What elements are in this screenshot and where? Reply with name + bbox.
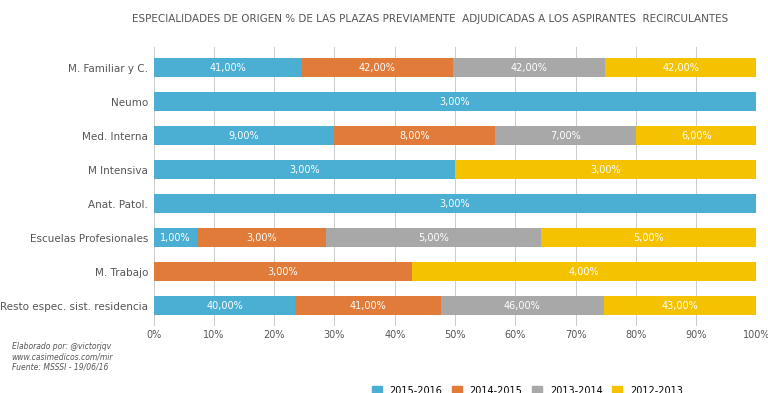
Text: 9,00%: 9,00% — [229, 130, 260, 141]
Bar — [412, 263, 756, 281]
Text: 42,00%: 42,00% — [359, 62, 396, 73]
Bar — [154, 263, 412, 281]
Text: 3,00%: 3,00% — [440, 97, 470, 107]
Text: 5,00%: 5,00% — [634, 233, 664, 243]
Text: 42,00%: 42,00% — [662, 62, 699, 73]
Text: 46,00%: 46,00% — [504, 301, 541, 311]
Bar — [154, 160, 455, 179]
Bar — [334, 126, 495, 145]
Legend: 2015-2016, 2014-2015, 2013-2014, 2012-2013: 2015-2016, 2014-2015, 2013-2014, 2012-20… — [368, 382, 687, 393]
Text: 42,00%: 42,00% — [511, 62, 548, 73]
Bar — [154, 58, 302, 77]
Bar — [453, 58, 605, 77]
Text: 3,00%: 3,00% — [267, 267, 298, 277]
Bar — [326, 228, 541, 247]
Bar — [154, 228, 197, 247]
Bar — [302, 58, 453, 77]
Text: 7,00%: 7,00% — [550, 130, 581, 141]
Text: 41,00%: 41,00% — [209, 62, 246, 73]
Text: 3,00%: 3,00% — [246, 233, 276, 243]
Bar — [197, 228, 326, 247]
Bar — [154, 194, 756, 213]
Bar — [296, 296, 441, 315]
Text: 3,00%: 3,00% — [440, 199, 470, 209]
Text: 6,00%: 6,00% — [681, 130, 711, 141]
Text: 1,00%: 1,00% — [160, 233, 190, 243]
Bar — [541, 228, 756, 247]
Text: 41,00%: 41,00% — [349, 301, 386, 311]
Text: 40,00%: 40,00% — [206, 301, 243, 311]
Bar — [604, 296, 756, 315]
Text: 3,00%: 3,00% — [591, 165, 621, 174]
Text: 43,00%: 43,00% — [662, 301, 699, 311]
Text: 3,00%: 3,00% — [289, 165, 319, 174]
Text: ESPECIALIDADES DE ORIGEN % DE LAS PLAZAS PREVIAMENTE  ADJUDICADAS A LOS ASPIRANT: ESPECIALIDADES DE ORIGEN % DE LAS PLAZAS… — [132, 14, 728, 24]
Bar — [154, 92, 756, 111]
Bar — [154, 296, 296, 315]
Text: 4,00%: 4,00% — [569, 267, 600, 277]
Text: 8,00%: 8,00% — [399, 130, 430, 141]
Bar — [455, 160, 756, 179]
Bar — [605, 58, 756, 77]
Bar — [636, 126, 756, 145]
Text: Elaborado por: @victorjqv
www.casimedicos.com/mir
Fuente: MSSSI - 19/06/16: Elaborado por: @victorjqv www.casimedico… — [12, 342, 113, 372]
Text: 5,00%: 5,00% — [418, 233, 449, 243]
Bar — [154, 126, 334, 145]
Bar — [495, 126, 636, 145]
Bar — [441, 296, 604, 315]
